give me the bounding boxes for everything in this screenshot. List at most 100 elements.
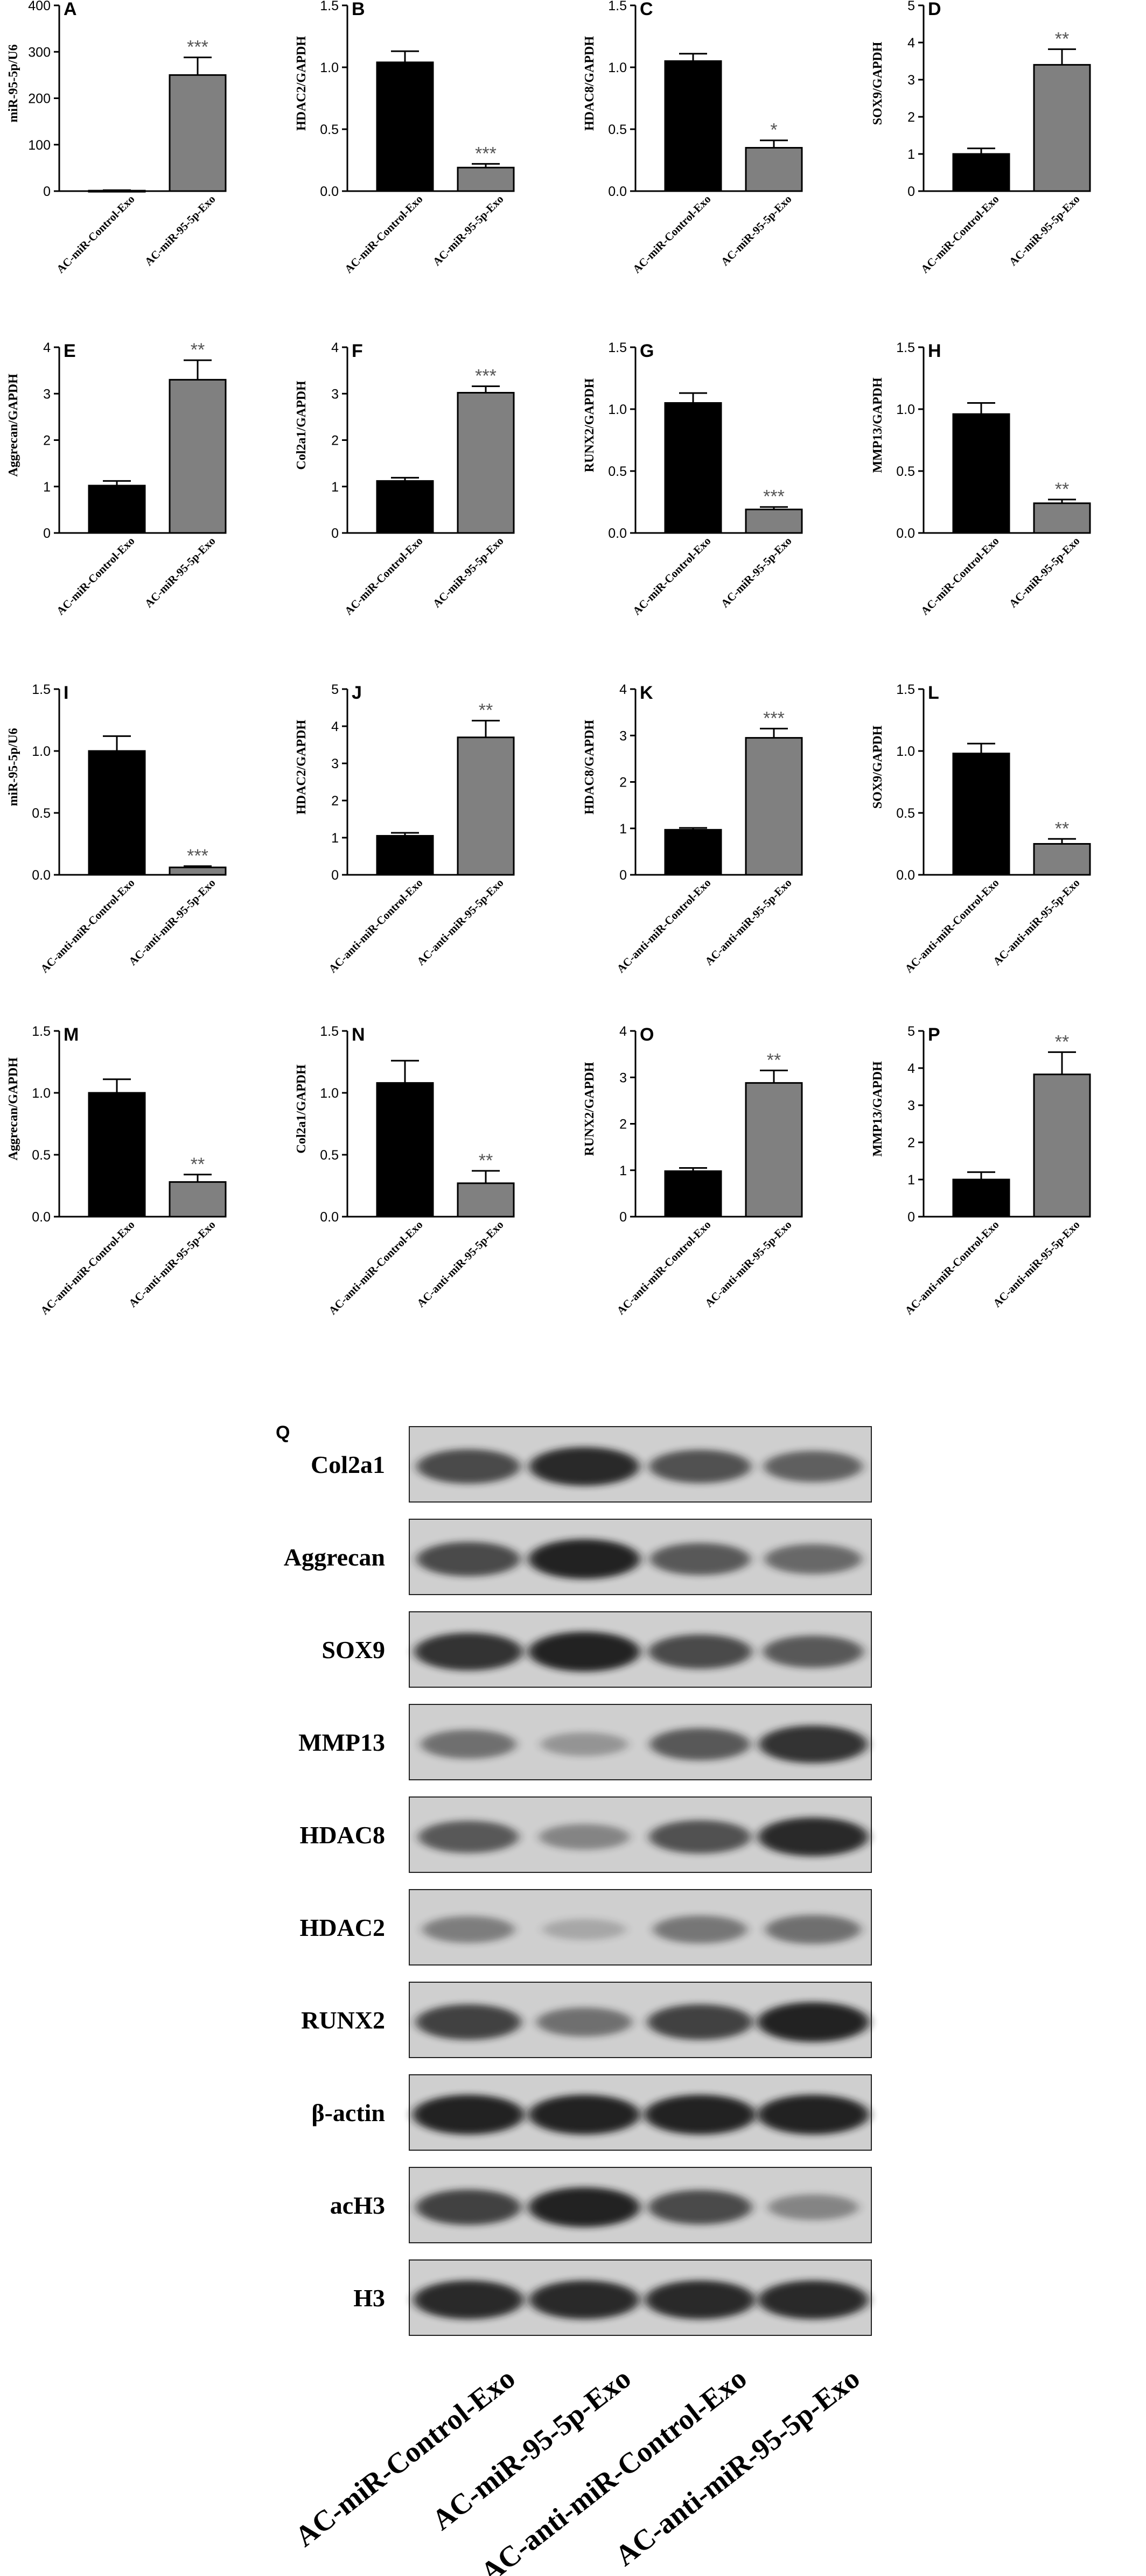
- y-tick-label: 0: [331, 868, 339, 883]
- bar: [952, 153, 1010, 192]
- chart-panel-m: M 0.0 0.5 1.0 1.5 Aggrecan/GAPDH AC-anti-miR-C…: [6, 1024, 227, 1317]
- blot-band: [758, 2280, 868, 2319]
- y-tick-label: 0.5: [320, 122, 339, 137]
- x-tick-label: AC-miR-95-5p-Exo: [718, 535, 794, 610]
- blot-row-label: Col2a1: [311, 1451, 385, 1478]
- blot-band: [765, 1544, 862, 1574]
- bar: [745, 1082, 803, 1218]
- y-tick-label: 3: [907, 1098, 915, 1113]
- blot-band: [418, 1821, 519, 1853]
- blot-band: [649, 1450, 751, 1483]
- blot-row-label: HDAC8: [300, 1821, 385, 1849]
- blot-band: [414, 1633, 523, 1670]
- y-tick-label: 1: [619, 822, 627, 837]
- y-axis-label: SOX9/GAPDH: [871, 725, 885, 809]
- blot-band: [414, 2280, 523, 2319]
- y-axis-label: SOX9/GAPDH: [871, 41, 885, 125]
- blot-row-label: Aggrecan: [284, 1543, 385, 1571]
- blot-band: [536, 2008, 632, 2037]
- x-tick-label: AC-miR-Control-Exo: [630, 193, 713, 276]
- y-tick-label: 0.0: [608, 526, 627, 541]
- y-tick-label: 0.5: [896, 464, 915, 479]
- blot-band: [541, 1732, 628, 1756]
- panel-letter: D: [928, 0, 941, 19]
- blot-band: [648, 1634, 752, 1669]
- significance-label: **: [1055, 818, 1069, 839]
- y-tick-label: 1.0: [320, 1086, 339, 1101]
- panel-letter: Q: [276, 1422, 290, 1443]
- y-tick-label: 0.0: [320, 1210, 339, 1225]
- panel-letter: M: [64, 1024, 79, 1045]
- panel-letter: F: [352, 341, 363, 361]
- y-tick-label: 0.5: [320, 1148, 339, 1163]
- bar: [745, 508, 803, 534]
- bar-chart-grid: A0100200300400miR-95-5p/U6AC-miR-Control…: [6, 0, 1091, 1317]
- bar: [88, 189, 146, 193]
- x-tick-label: AC-anti-miR-95-5p-Exo: [414, 1218, 506, 1310]
- blot-band: [763, 1636, 863, 1668]
- panel-letter: E: [64, 341, 76, 361]
- panel-letter: G: [640, 341, 654, 361]
- significance-label: **: [479, 1150, 493, 1171]
- x-tick-label: AC-miR-95-5p-Exo: [430, 535, 506, 610]
- y-tick-label: 4: [907, 36, 915, 51]
- y-tick-label: 0: [907, 1210, 915, 1225]
- panel-letter: L: [928, 683, 939, 703]
- y-tick-label: 4: [907, 1061, 915, 1076]
- y-tick-label: 400: [28, 0, 51, 13]
- y-tick-label: 4: [331, 340, 339, 355]
- blot-lane-label: AC-miR-95-5p-Exo: [426, 2362, 637, 2536]
- blot-row-sox9: SOX9: [322, 1611, 872, 1688]
- y-tick-label: 0: [619, 868, 627, 883]
- y-tick-label: 2: [43, 433, 51, 448]
- blot-band: [416, 2189, 521, 2225]
- x-tick-label: AC-anti-miR-95-5p-Exo: [126, 1218, 218, 1310]
- y-tick-label: 3: [907, 73, 915, 88]
- blot-row-label: acH3: [330, 2192, 385, 2219]
- blot-band: [421, 1730, 516, 1759]
- blot-band: [528, 1539, 640, 1579]
- y-tick-label: 4: [619, 1024, 627, 1039]
- blot-lane-label: AC-miR-Control-Exo: [289, 2362, 521, 2553]
- y-tick-label: 0: [43, 526, 51, 541]
- blot-band: [528, 2095, 640, 2135]
- panel-letter: P: [928, 1024, 940, 1045]
- chart-panel-i: I 0.0 0.5 1.0 1.5 miR-95-5p/U6 AC-anti-miR-Con…: [6, 682, 227, 975]
- bar: [664, 402, 722, 534]
- chart-panel-j: J 0 1 2 3 4 5 HDAC2/GAPDH AC-anti-miR-Control-Ex…: [295, 682, 515, 975]
- significance-label: **: [1055, 479, 1069, 500]
- blot-row-label: MMP13: [298, 1729, 385, 1756]
- y-axis-label: RUNX2/GAPDH: [583, 378, 597, 472]
- blot-band: [529, 1447, 639, 1486]
- y-tick-label: 1.5: [608, 0, 627, 13]
- y-tick-label: 0.5: [896, 806, 915, 821]
- significance-label: ***: [475, 143, 497, 164]
- y-tick-label: 1: [907, 1173, 915, 1188]
- x-tick-label: AC-miR-95-5p-Exo: [430, 193, 506, 269]
- y-axis-label: HDAC2/GAPDH: [295, 720, 309, 815]
- blot-row-ach3: acH3: [330, 2167, 872, 2243]
- significance-label: ***: [763, 487, 785, 507]
- significance-label: **: [191, 340, 205, 360]
- chart-panel-h: H 0.0 0.5 1.0 1.5 MMP13/GAPDH AC-miR-Control-E…: [871, 340, 1091, 617]
- blot-row-label: β-actin: [311, 2099, 385, 2126]
- significance-label: **: [479, 700, 493, 721]
- blot-band: [765, 1915, 861, 1944]
- bar: [169, 378, 227, 534]
- blot-row-label: H3: [353, 2284, 385, 2312]
- x-tick-label: AC-anti-miR-Control-Exo: [614, 1218, 713, 1317]
- y-tick-label: 4: [331, 719, 339, 734]
- y-tick-label: 0.0: [896, 526, 915, 541]
- x-tick-label: AC-miR-Control-Exo: [918, 193, 1001, 276]
- significance-label: **: [1055, 29, 1069, 49]
- significance-label: ***: [763, 708, 785, 728]
- y-tick-label: 1.0: [896, 744, 915, 759]
- x-tick-label: AC-anti-miR-95-5p-Exo: [990, 1218, 1082, 1310]
- x-tick-label: AC-miR-Control-Exo: [918, 535, 1001, 617]
- x-tick-label: AC-miR-95-5p-Exo: [1007, 193, 1082, 269]
- x-tick-label: AC-anti-miR-Control-Exo: [902, 876, 1001, 975]
- y-tick-label: 1.0: [320, 60, 339, 75]
- chart-panel-l: L 0.0 0.5 1.0 1.5 SOX9/GAPDH AC-anti-miR-Contr…: [871, 682, 1091, 975]
- bar: [457, 736, 515, 876]
- significance-label: ***: [187, 37, 208, 58]
